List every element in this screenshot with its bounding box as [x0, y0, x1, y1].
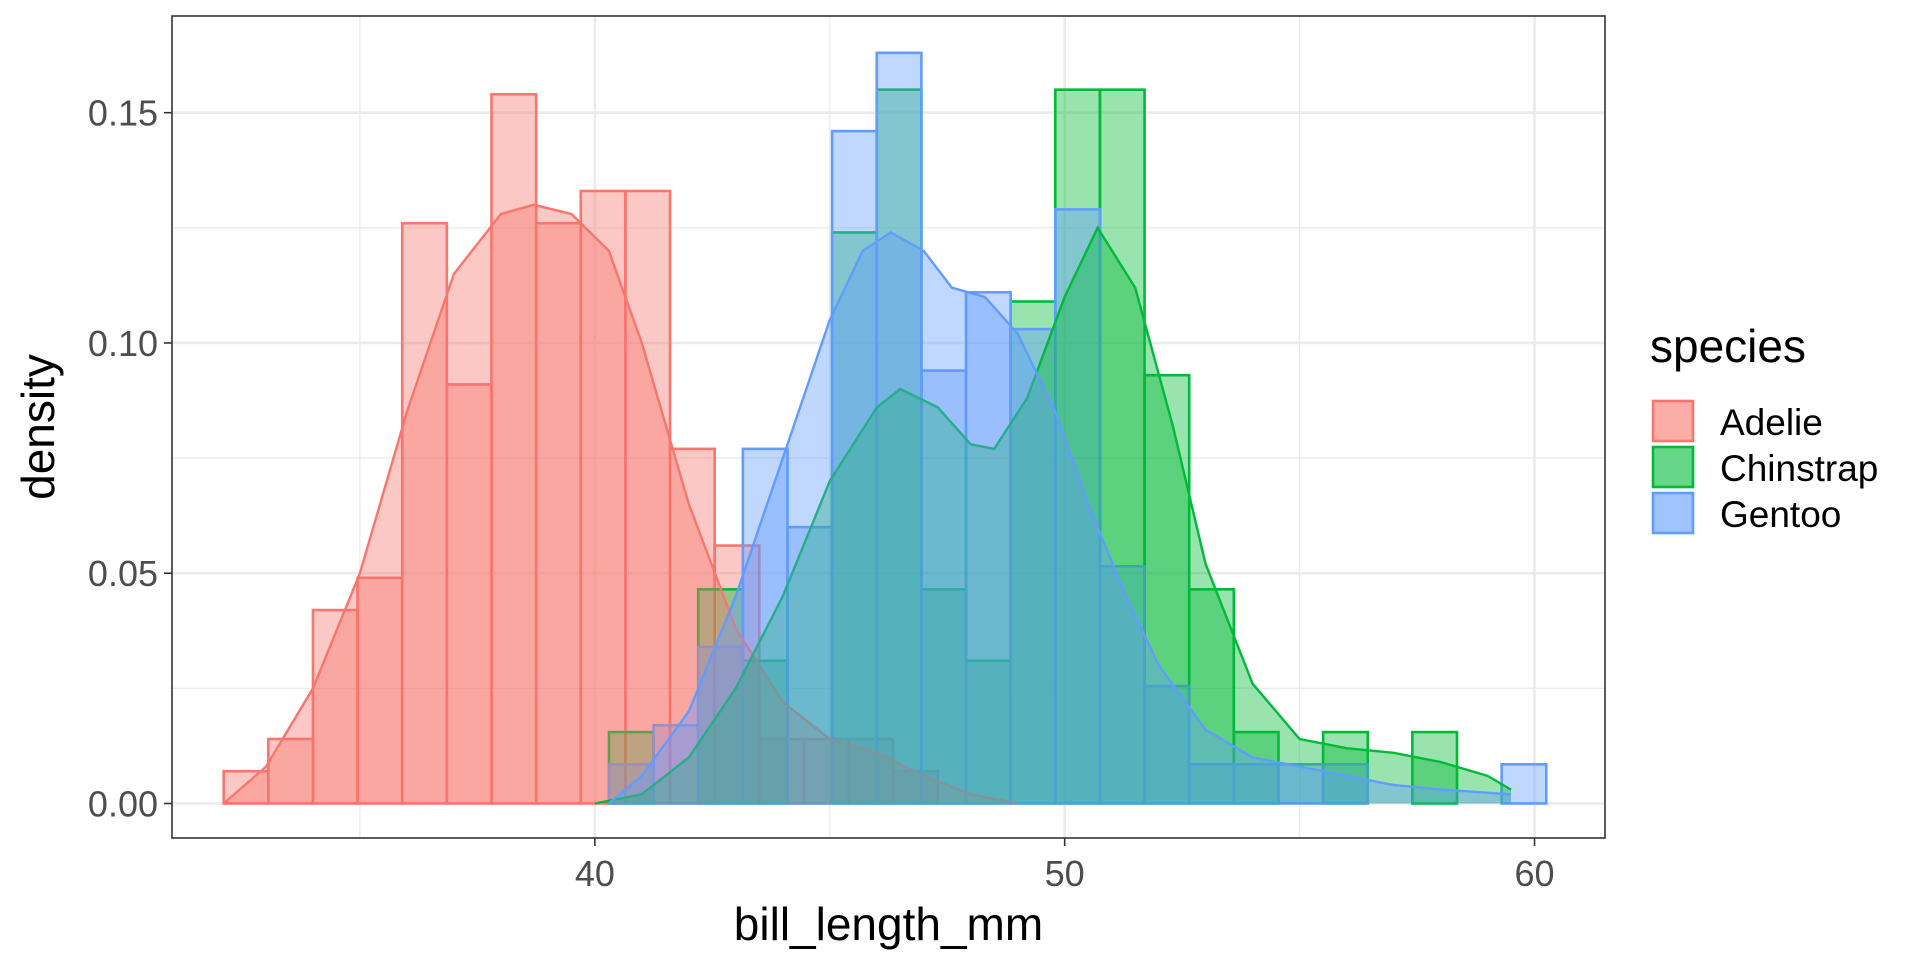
bar-adelie — [490, 92, 538, 805]
legend-swatch-adelie — [1651, 399, 1695, 443]
y-axis-title: density — [12, 354, 64, 500]
legend-swatch-chinstrap — [1651, 445, 1695, 489]
x-tick-label: 50 — [1045, 853, 1085, 894]
bar-adelie — [445, 383, 493, 805]
density-curve-gentoo — [608, 230, 1512, 805]
bar-gentoo — [1053, 208, 1102, 805]
bar-gentoo — [652, 723, 700, 805]
y-tick-label: 0.05 — [88, 553, 158, 594]
bar-adelie — [311, 608, 359, 805]
bar-chinstrap — [741, 659, 789, 805]
x-tick-label: 60 — [1515, 853, 1555, 894]
density-area-gentoo — [608, 232, 1511, 804]
x-axis-title: bill_length_mm — [734, 898, 1043, 950]
density-area-adelie — [223, 204, 1018, 804]
bar-chinstrap — [1098, 88, 1146, 805]
density-curve-chinstrap — [594, 225, 1512, 805]
legend-swatch-gentoo — [1651, 491, 1695, 535]
bar-gentoo — [1098, 565, 1146, 805]
legend-label-chinstrap: Chinstrap — [1720, 448, 1878, 489]
bar-gentoo — [920, 369, 968, 805]
x-tick-label: 40 — [575, 853, 615, 894]
density-curves — [222, 203, 1512, 805]
density-area-chinstrap — [594, 227, 1511, 804]
bar-chinstrap — [1187, 588, 1236, 805]
legend-title: species — [1650, 320, 1806, 372]
legend: species Adelie Chinstrap Gentoo — [1650, 320, 1878, 535]
bar-gentoo — [1232, 763, 1280, 805]
y-tick-label: 0.15 — [88, 93, 158, 134]
legend-label-adelie: Adelie — [1720, 402, 1823, 443]
bar-gentoo — [1187, 763, 1236, 805]
bar-adelie — [802, 737, 850, 805]
bar-gentoo — [1143, 684, 1191, 805]
y-tick-label: 0.10 — [88, 323, 158, 364]
bar-gentoo — [1500, 763, 1548, 805]
y-tick-label: 0.00 — [88, 783, 158, 824]
bar-adelie — [757, 737, 806, 805]
bar-gentoo — [875, 51, 923, 805]
bar-adelie — [579, 189, 627, 805]
density-curve-adelie — [222, 203, 1018, 805]
bar-chinstrap — [1411, 730, 1459, 805]
bar-gentoo — [1321, 763, 1370, 805]
series-adelie-bars — [222, 92, 940, 805]
bar-adelie — [356, 576, 404, 805]
bar-adelie — [668, 447, 716, 805]
plot-panel-border — [171, 15, 1606, 839]
histogram-bars — [222, 51, 1548, 805]
legend-label-gentoo: Gentoo — [1720, 494, 1841, 535]
bar-chinstrap — [830, 231, 879, 805]
axis-ticks: 40 50 60 0.00 0.05 0.10 0.15 — [88, 93, 1555, 894]
